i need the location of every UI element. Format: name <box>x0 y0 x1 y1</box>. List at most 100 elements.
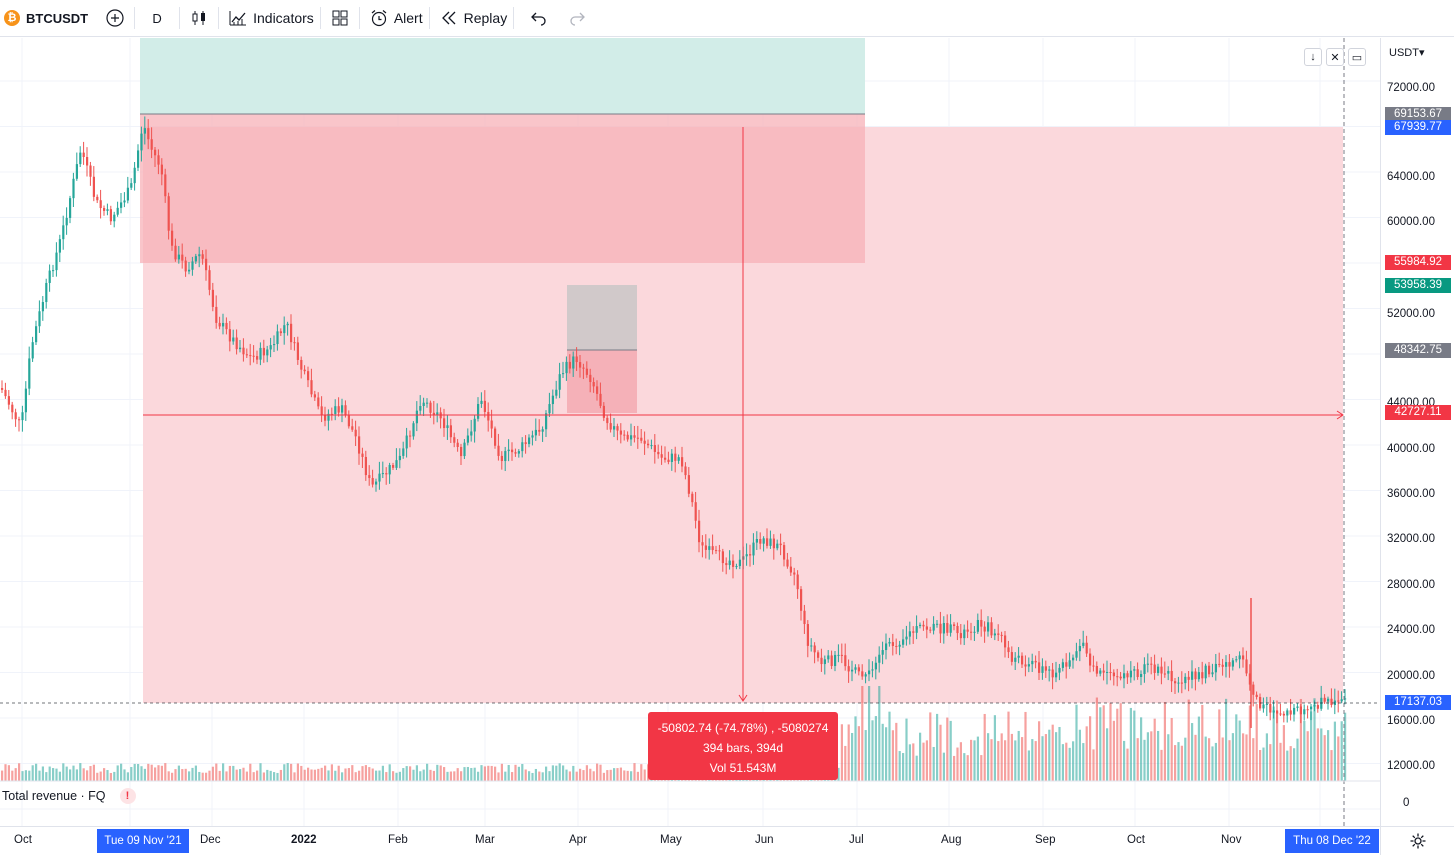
collapse-icon[interactable]: ✕ <box>1326 48 1344 66</box>
candle-body <box>881 650 884 655</box>
price-badge: 42727.11 <box>1385 405 1451 420</box>
volume-bar <box>555 765 558 781</box>
price-tick-label: 36000.00 <box>1387 488 1435 500</box>
candle-body <box>402 448 405 456</box>
candle-body <box>453 437 456 443</box>
volume-bar <box>52 768 55 781</box>
candle-body <box>524 442 527 445</box>
candle-body <box>606 417 609 424</box>
candle-body <box>514 452 517 454</box>
candle-body <box>300 359 303 370</box>
candle-body <box>837 654 840 656</box>
indicators-button[interactable]: Indicators <box>225 0 314 37</box>
volume-bar <box>371 768 374 781</box>
layout-grid-icon[interactable] <box>327 5 353 31</box>
volume-bar <box>14 768 17 781</box>
volume-bar <box>266 769 269 781</box>
volume-bar <box>599 764 602 781</box>
indicator-legend[interactable]: Total revenue · FQ ! <box>2 788 136 804</box>
redo-icon[interactable] <box>564 5 590 31</box>
candle-body <box>449 425 452 438</box>
measure-change: -50802.74 (-74.78%) , -5080274 <box>657 721 829 735</box>
replay-button[interactable]: Replay <box>436 0 507 37</box>
candle-body <box>1296 706 1299 708</box>
separator <box>513 7 515 29</box>
candle-body <box>708 546 711 550</box>
candle-body <box>184 260 187 272</box>
candle-body <box>813 645 816 653</box>
candle-body <box>670 453 673 462</box>
volume-bar <box>919 732 922 781</box>
settings-corner[interactable] <box>1380 826 1454 855</box>
price-axis[interactable]: USDT▾ 72000.00 64000.00 60000.00 52000.00 44… <box>1380 38 1454 826</box>
volume-bar <box>1310 711 1313 781</box>
candle-body <box>844 655 847 667</box>
volume-bar <box>375 770 378 781</box>
volume-bar <box>959 742 962 781</box>
candle-body <box>429 402 432 413</box>
candle-body <box>803 610 806 625</box>
compare-add-icon[interactable] <box>102 5 128 31</box>
candle-body <box>1245 659 1248 674</box>
candle-body <box>1231 660 1234 667</box>
candle-body <box>215 306 218 323</box>
volume-bar <box>164 763 167 781</box>
candle-body <box>38 311 41 327</box>
gear-icon[interactable] <box>1409 832 1427 850</box>
candle-body <box>541 429 544 432</box>
volume-bar <box>160 765 163 781</box>
volume-bar <box>1252 738 1255 781</box>
volume-bar <box>851 732 854 781</box>
volume-bar <box>881 723 884 781</box>
candle-body <box>762 538 765 544</box>
price-chart[interactable] <box>0 38 1380 826</box>
volume-bar <box>137 764 140 781</box>
bitcoin-icon: ₿ <box>4 10 20 26</box>
scroll-down-icon[interactable]: ↓ <box>1304 48 1322 66</box>
price-tick-label: 28000.00 <box>1387 579 1435 591</box>
volume-bar <box>249 763 252 781</box>
candle-body <box>704 545 707 550</box>
volume-bar <box>630 771 633 781</box>
candle-body <box>354 429 357 437</box>
candle-body <box>167 196 170 231</box>
maximize-icon[interactable]: ▭ <box>1348 48 1366 66</box>
candle-body <box>273 344 276 346</box>
undo-icon[interactable] <box>526 5 552 31</box>
candle-body <box>840 654 843 656</box>
volume-bar <box>4 764 7 781</box>
time-axis[interactable]: Oct Dec 2022 Feb Mar Apr May Jun Jul Aug Sep Oct Nov… <box>0 826 1380 855</box>
volume-bar <box>330 764 333 781</box>
volume-bar <box>303 769 306 781</box>
candle-body <box>330 413 333 415</box>
candle-body <box>912 631 915 633</box>
candle-body <box>18 419 21 421</box>
warning-icon[interactable]: ! <box>119 788 136 804</box>
candle-body <box>796 574 799 590</box>
volume-bar <box>55 768 58 781</box>
candlestick-type-icon[interactable] <box>186 5 212 31</box>
currency-selector[interactable]: USDT▾ <box>1389 47 1425 59</box>
volume-bar <box>1276 712 1279 781</box>
candle-body <box>371 478 374 485</box>
candle-body <box>157 155 160 165</box>
symbol-search[interactable]: ₿ BTCUSDT <box>0 0 88 37</box>
volume-bar <box>79 763 82 781</box>
volume-bar <box>990 739 993 781</box>
chart-pane[interactable] <box>0 38 1380 826</box>
volume-bar <box>45 772 48 781</box>
candle-body <box>1197 672 1200 680</box>
price-tick-label: 24000.00 <box>1387 624 1435 636</box>
alert-button[interactable]: Alert <box>366 0 423 37</box>
candle-body <box>633 435 636 438</box>
volume-bar <box>908 744 911 781</box>
price-tick-label: 40000.00 <box>1387 443 1435 455</box>
candle-body <box>820 657 823 665</box>
volume-bar <box>987 733 990 781</box>
small-profit-zone <box>567 285 637 350</box>
interval-button[interactable]: D <box>152 10 162 26</box>
volume-bar <box>1072 741 1075 781</box>
candle-body <box>313 394 316 398</box>
candle-body <box>269 345 272 350</box>
candle-body <box>823 659 826 665</box>
